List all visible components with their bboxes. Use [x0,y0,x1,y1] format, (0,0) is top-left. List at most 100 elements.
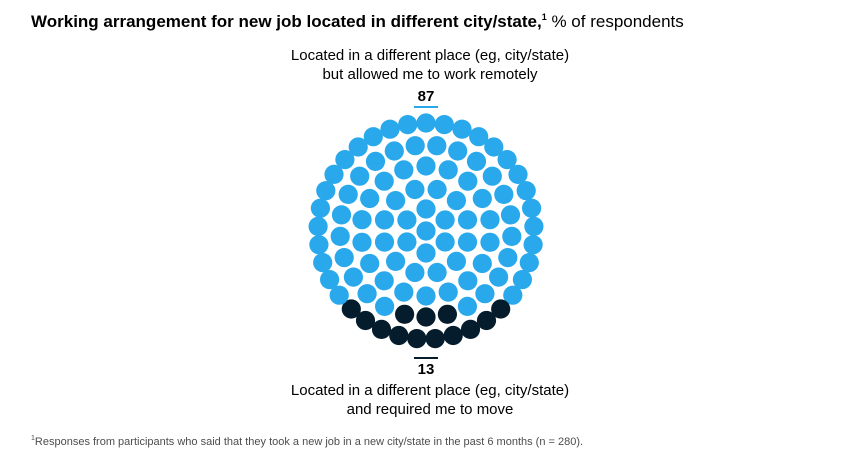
dot-work-remotely [435,210,455,230]
title-footnote-marker: 1 [541,12,547,22]
dot-work-remotely [448,141,468,161]
dot-work-remotely [363,127,383,147]
dot-work-remotely [435,232,455,252]
dot-required-move [389,325,409,346]
dot-work-remotely [348,137,368,157]
dot-required-move [476,310,497,331]
dot-work-remotely [427,262,447,283]
move-label-line1: Located in a different place (eg, city/s… [290,382,570,399]
remote-label-line1: Located in a different place (eg, city/s… [290,47,570,64]
chart-title: Working arrangement for new job located … [31,11,684,33]
dot-work-remotely [458,271,478,291]
dot-work-remotely [360,188,380,209]
dot-work-remotely [472,188,492,209]
dot-work-remotely [489,267,509,287]
dot-work-remotely [482,166,502,186]
move-label-line2: and required me to move [346,401,514,418]
dot-work-remotely [427,136,447,156]
dot-work-remotely [374,232,395,252]
dot-work-remotely [494,184,514,204]
dot-work-remotely [458,171,478,191]
dot-work-remotely [374,210,395,230]
dot-work-remotely [438,282,458,302]
remote-value-underline [414,106,438,108]
dot-work-remotely [500,205,521,225]
dot-required-move [355,310,376,331]
dot-work-remotely [475,284,495,304]
dot-work-remotely [343,267,363,287]
dot-work-remotely [380,119,400,139]
dot-required-move [425,329,445,349]
move-label: Located in a different place (eg, city/s… [220,381,640,419]
dot-work-remotely [502,226,522,246]
dot-work-remotely [350,166,370,186]
dot-required-move [460,319,481,339]
move-value-label: 13 [417,361,435,378]
dot-work-remotely [338,184,358,204]
dot-work-remotely [416,199,436,219]
dot-work-remotely [498,248,518,268]
dot-work-remotely [427,179,447,200]
dot-work-remotely [457,210,478,230]
dot-work-remotely [310,198,330,218]
dot-work-remotely [329,285,349,305]
chart-title-main: Working arrangement for new job located … [31,12,542,31]
dot-work-remotely [446,191,466,211]
dot-work-remotely [446,251,466,271]
dot-work-remotely [457,232,478,252]
dot-work-remotely [386,191,406,211]
dot-required-move [371,319,392,339]
dot-work-remotely [469,127,489,147]
dot-work-remotely [524,216,544,236]
dot-work-remotely [416,243,436,263]
dot-work-remotely [394,282,414,302]
footnote: 1Responses from participants who said th… [31,435,583,449]
dot-work-remotely [352,210,372,230]
dot-work-remotely [384,141,404,161]
move-value-overline [414,357,438,359]
footnote-text: Responses from participants who said tha… [34,436,584,448]
dot-matrix-chart [308,113,544,349]
dot-work-remotely [386,251,406,271]
dot-work-remotely [508,164,528,184]
remote-value-label: 87 [417,88,435,105]
dot-work-remotely [335,150,355,170]
chart-title-unit: % of respondents [546,12,684,31]
dot-work-remotely [438,160,458,180]
dot-work-remotely [313,253,333,273]
dot-work-remotely [330,226,350,246]
dot-work-remotely [480,232,500,252]
dot-required-move [395,304,415,324]
remote-label: Located in a different place (eg, city/s… [220,46,640,84]
dot-work-remotely [466,151,487,171]
dot-required-move [437,304,457,324]
dot-work-remotely [497,150,517,170]
dot-work-remotely [503,285,523,305]
dot-required-move [407,329,427,349]
dot-work-remotely [397,210,417,230]
dot-work-remotely [516,181,536,201]
dot-work-remotely [416,156,436,176]
footnote-marker: 1 [31,435,35,442]
dot-work-remotely [434,115,454,135]
dot-work-remotely [360,253,380,274]
dot-work-remotely [334,248,354,268]
dot-required-move [416,307,436,327]
dot-work-remotely [375,296,395,316]
dot-work-remotely [405,179,425,200]
dot-work-remotely [416,221,436,241]
dot-work-remotely [452,119,472,139]
remote-label-line2: but allowed me to work remotely [322,66,538,83]
dot-work-remotely [457,296,477,316]
dot-work-remotely [472,253,492,274]
dot-work-remotely [405,136,425,156]
dot-work-remotely [416,113,436,133]
dot-work-remotely [357,284,377,304]
dot-work-remotely [523,235,543,255]
dot-work-remotely [331,205,352,225]
dot-work-remotely [398,115,418,135]
dot-work-remotely [309,235,329,255]
dot-work-remotely [352,232,372,252]
dot-work-remotely [512,270,532,290]
dot-work-remotely [374,171,394,191]
